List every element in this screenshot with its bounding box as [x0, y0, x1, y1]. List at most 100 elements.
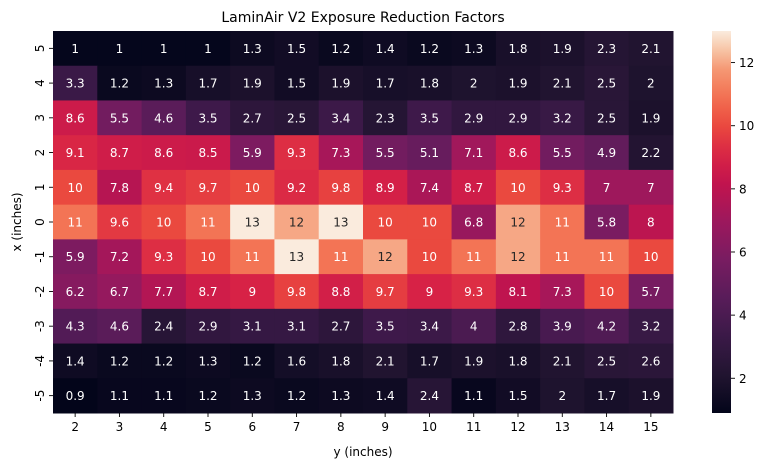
- cell-value-label: 4: [470, 320, 478, 334]
- heatmap-cell: [97, 31, 143, 67]
- cell-value-label: 8.7: [110, 146, 129, 160]
- cell-value-label: 10: [599, 285, 614, 299]
- heatmap-cell: [141, 204, 187, 240]
- cell-value-label: 4.3: [66, 320, 85, 334]
- colorbar-gradient: [712, 31, 731, 413]
- cell-value-label: 1.3: [243, 42, 262, 56]
- heatmap-cell: [495, 378, 541, 414]
- heatmap-cell: [185, 135, 231, 171]
- heatmap-cell: [230, 239, 275, 275]
- cell-value-label: 3.5: [420, 111, 439, 125]
- cell-value-label: 3.5: [198, 111, 217, 125]
- heatmap-cell: [584, 274, 630, 310]
- cell-value-label: 3.1: [243, 320, 262, 334]
- heatmap-cell: [540, 204, 585, 240]
- heatmap-cell: [407, 308, 453, 345]
- heatmap-cell: [451, 378, 497, 414]
- heatmap-cell: [628, 239, 674, 275]
- y-tick-label: 0: [33, 218, 47, 226]
- cell-value-label: 7.8: [110, 181, 129, 195]
- heatmap-cell: [53, 135, 98, 171]
- cell-value-label: 1.8: [508, 42, 527, 56]
- cell-value-label: 12: [510, 216, 525, 230]
- cell-value-label: 1.5: [287, 77, 306, 91]
- heatmap-cell: [97, 378, 143, 414]
- heatmap-cell: [185, 204, 231, 240]
- cell-value-label: 10: [643, 250, 658, 264]
- cell-value-label: 2.5: [597, 354, 616, 368]
- heatmap-cell: [495, 343, 541, 379]
- heatmap-cell: [584, 239, 630, 275]
- heatmap-cell: [53, 378, 98, 414]
- heatmap-cell: [141, 274, 187, 310]
- heatmap-cell: [363, 169, 408, 206]
- cell-value-label: 12: [510, 250, 525, 264]
- heatmap-cell: [363, 204, 408, 240]
- cell-value-label: 10: [156, 216, 171, 230]
- cell-value-label: 8.9: [376, 181, 395, 195]
- cell-value-label: 6.8: [464, 216, 483, 230]
- heatmap-cell: [495, 31, 541, 67]
- heatmap-cell: [407, 135, 453, 171]
- heatmap-cell: [318, 65, 364, 101]
- cell-value-label: 2.3: [376, 111, 395, 125]
- heatmap-cell: [363, 343, 408, 379]
- cell-value-label: 1.2: [110, 77, 129, 91]
- heatmap-cell: [230, 378, 275, 414]
- heatmap-cell: [407, 100, 453, 136]
- cell-value-label: 4.9: [597, 146, 616, 160]
- cell-value-label: 1.5: [508, 389, 527, 403]
- heatmap-cell: [628, 100, 674, 136]
- heatmap-cell: [584, 65, 630, 101]
- cell-value-label: 10: [510, 181, 525, 195]
- x-tick-label: 5: [204, 420, 212, 434]
- cell-value-label: 2.9: [198, 320, 217, 334]
- heatmap-cell: [407, 204, 453, 240]
- heatmap-cell: [230, 100, 275, 136]
- heatmap-cell: [97, 343, 143, 379]
- cell-annotations: 1 1 1 1 1.3 1.5 1.2 1.4 1.2 1.3 1.8 1.9 2.3 2.13.3 1.2…: [66, 42, 661, 403]
- heatmap-cell: [274, 135, 320, 171]
- heatmap-cell: [628, 65, 674, 101]
- cell-value-label: 9.7: [376, 285, 395, 299]
- heatmap-cell: [407, 65, 453, 101]
- cell-value-label: 11: [333, 250, 348, 264]
- cell-value-label: 7.7: [154, 285, 173, 299]
- heatmap-cell: [274, 65, 320, 101]
- heatmap-cell: [363, 31, 408, 67]
- heatmap-cell: [53, 343, 98, 379]
- heatmap-cell: [141, 65, 187, 101]
- heatmap-cell: [230, 169, 275, 206]
- cell-value-label: 8.8: [331, 285, 350, 299]
- cell-value-label: 11: [466, 250, 481, 264]
- cell-value-label: 2.1: [376, 354, 395, 368]
- heatmap-cell: [540, 274, 585, 310]
- heatmap-cell: [97, 204, 143, 240]
- heatmap-cell: [185, 378, 231, 414]
- heatmap-cell: [407, 169, 453, 206]
- cell-value-label: 9.4: [154, 181, 173, 195]
- cell-value-label: 2.4: [420, 389, 439, 403]
- heatmap-cell: [495, 274, 541, 310]
- heatmap-cell: [97, 239, 143, 275]
- heatmap-cell: [141, 100, 187, 136]
- cell-value-label: 1.5: [287, 42, 306, 56]
- cell-value-label: 9.3: [553, 181, 572, 195]
- heatmap-cell: [97, 100, 143, 136]
- cell-value-label: 1: [160, 42, 168, 56]
- cell-value-label: 1.2: [287, 389, 306, 403]
- cell-value-label: 2: [470, 77, 478, 91]
- cell-value-label: 1.4: [66, 354, 85, 368]
- heatmap-cell: [363, 239, 408, 275]
- heatmap-cell: [363, 135, 408, 171]
- heatmap-cell: [540, 239, 585, 275]
- cell-value-label: 10: [422, 250, 437, 264]
- cell-value-label: 3.4: [331, 111, 350, 125]
- heatmap-cell: [274, 204, 320, 240]
- cell-value-label: 9.3: [464, 285, 483, 299]
- cell-value-label: 9.3: [287, 146, 306, 160]
- x-tick-label: 2: [71, 420, 79, 434]
- cell-value-label: 1.3: [464, 42, 483, 56]
- cell-value-label: 1.9: [641, 111, 660, 125]
- cell-value-label: 5.5: [110, 111, 129, 125]
